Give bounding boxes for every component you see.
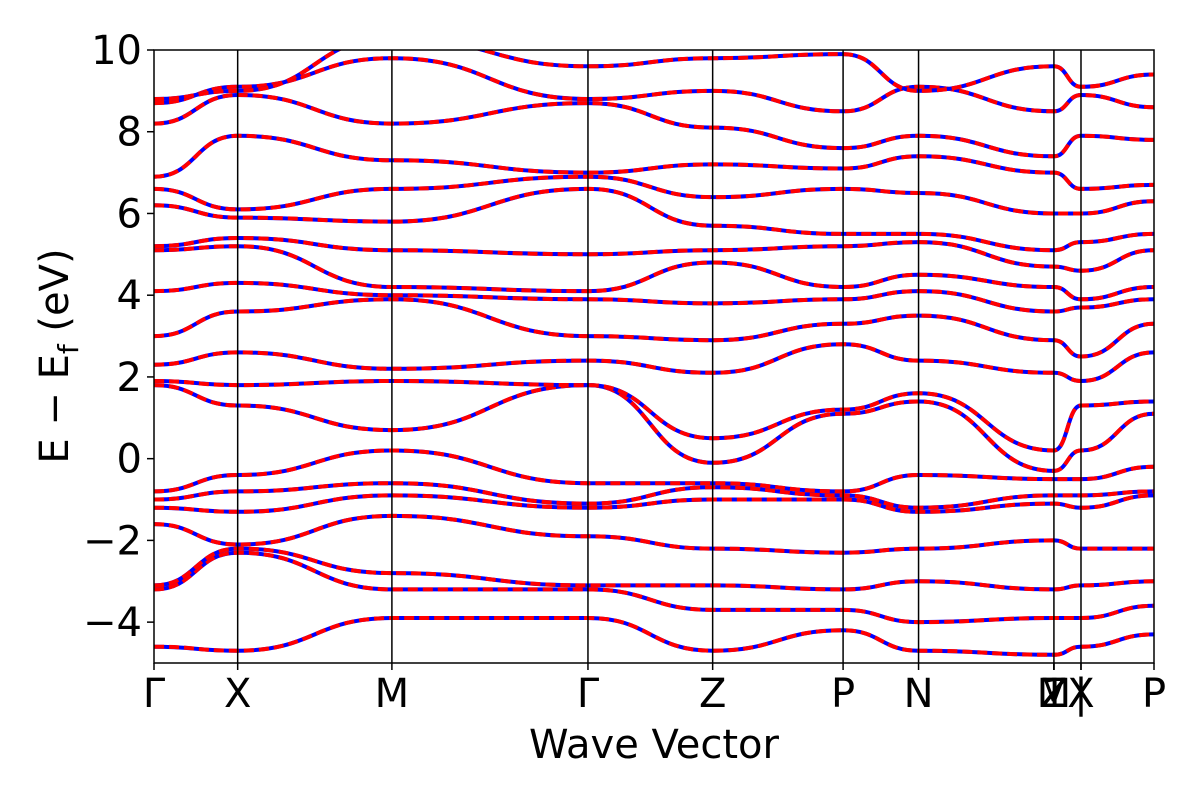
x-tick-label: P [831,671,855,717]
x-tick-label: Γ [143,671,166,717]
y-tick-label: 2 [117,355,142,401]
y-tick-label: −2 [83,518,142,564]
x-axis-title: Wave Vector [529,722,780,768]
y-axis-ticks: −4 −2 0 2 4 6 8 10 [83,28,154,646]
y-axis-title: E − Ef (eV) [32,248,85,463]
x-tick-label: N [904,671,934,717]
x-tick-label: Γ [577,671,600,717]
y-tick-label: 10 [91,28,142,74]
x-tick-label: M [375,671,410,717]
x-tick-label: X [1067,671,1094,717]
y-tick-label: 8 [117,110,142,156]
y-axis-title-unit: (eV) [32,248,78,344]
y-tick-label: 6 [117,191,142,237]
x-tick-label: Z [699,671,726,717]
y-axis-title-main: E − E [32,354,78,464]
x-tick-label: 1 [1041,671,1066,717]
y-tick-label: 0 [117,437,142,483]
x-axis-ticks: Γ X M Γ Z P N ZM1 |X P [143,663,1166,717]
y-tick-label: 4 [117,273,142,319]
y-tick-label: −4 [83,600,142,646]
x-tick-label: X [224,671,251,717]
x-tick-label: P [1142,671,1166,717]
